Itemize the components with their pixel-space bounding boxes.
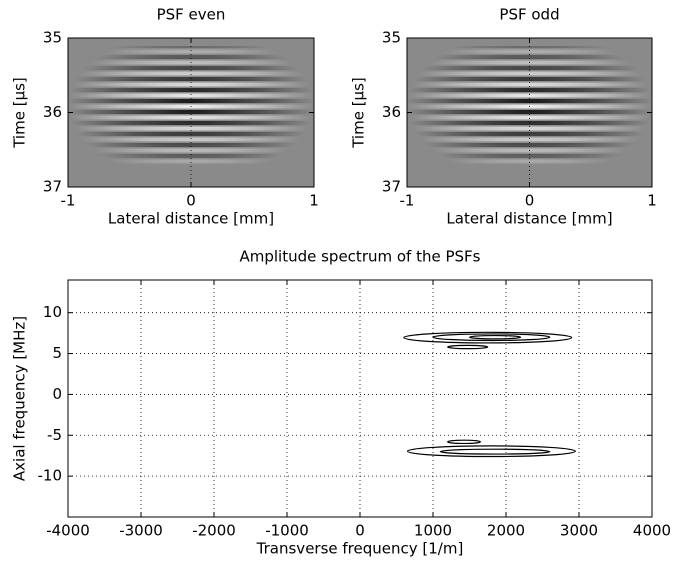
- contour: [432, 333, 551, 342]
- x-axis-label: Lateral distance [mm]: [446, 210, 612, 228]
- x-tick-label: 0: [355, 522, 365, 540]
- y-tick-label: -10: [38, 467, 63, 485]
- chart-title: PSF even: [157, 6, 226, 24]
- x-tick-label: 1: [309, 192, 319, 210]
- y-tick-label: 35: [43, 29, 62, 47]
- y-axis-label: Time [µs]: [350, 77, 368, 149]
- contour: [439, 448, 551, 455]
- y-tick-label: 37: [43, 178, 62, 196]
- contour: [403, 331, 573, 344]
- y-tick-label: 35: [382, 29, 401, 47]
- x-tick-label: -4000: [46, 522, 90, 540]
- contour: [446, 344, 489, 350]
- axes-box: [67, 37, 315, 188]
- x-tick-label: 4000: [633, 522, 671, 540]
- y-axis-label: Time [µs]: [11, 77, 29, 149]
- x-tick-label: 2000: [487, 522, 525, 540]
- y-tick-label: -5: [47, 426, 62, 444]
- contour: [406, 445, 576, 458]
- y-tick-label: 5: [52, 344, 62, 362]
- x-tick-label: 1000: [414, 522, 452, 540]
- x-tick-label: 0: [186, 192, 196, 210]
- psf-texture: [68, 46, 314, 165]
- x-tick-label: -3000: [119, 522, 163, 540]
- x-tick-label: -1: [61, 192, 76, 210]
- contour: [447, 439, 482, 445]
- axes-box: [67, 279, 653, 518]
- y-tick-label: 37: [382, 178, 401, 196]
- y-tick-label: 10: [43, 303, 62, 321]
- contour: [468, 334, 522, 340]
- y-tick-label: 0: [52, 385, 62, 403]
- x-axis-label: Transverse frequency [1/m]: [256, 540, 464, 558]
- y-axis-label: Axial frequency [MHz]: [11, 316, 29, 481]
- chart-title: Amplitude spectrum of the PSFs: [239, 248, 480, 266]
- x-tick-label: 1: [647, 192, 657, 210]
- psf-texture: [407, 46, 652, 165]
- x-axis-label: Lateral distance [mm]: [108, 210, 274, 228]
- x-tick-label: -2000: [192, 522, 236, 540]
- axes-box: [406, 37, 653, 188]
- x-tick-label: -1000: [265, 522, 309, 540]
- x-tick-label: 3000: [560, 522, 598, 540]
- x-tick-label: 0: [525, 192, 535, 210]
- chart-title: PSF odd: [499, 6, 559, 24]
- y-tick-label: 36: [43, 103, 62, 121]
- x-tick-label: -1: [400, 192, 415, 210]
- y-tick-label: 36: [382, 103, 401, 121]
